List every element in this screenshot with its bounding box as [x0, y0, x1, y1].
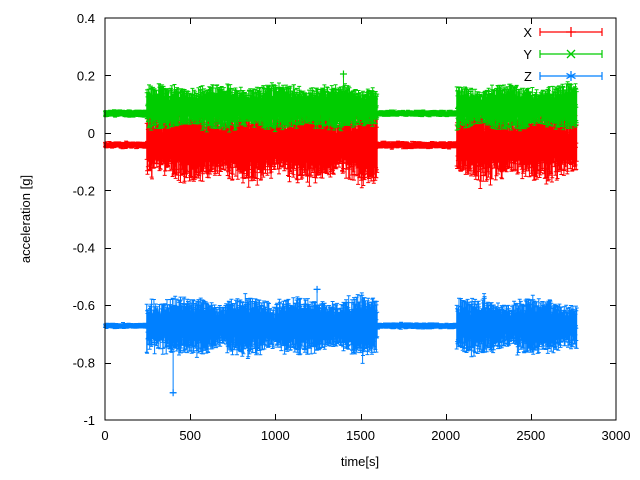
legend-entry-y[interactable]: Y — [523, 47, 603, 62]
y-tick-label: -0.8 — [73, 356, 95, 371]
y-tick-label: 0.2 — [77, 68, 95, 83]
y-axis-title: acceleration [g] — [18, 175, 33, 263]
chart-legend: XYZ — [523, 25, 603, 84]
axis-ticks — [105, 18, 616, 420]
legend-label-x: X — [523, 25, 532, 40]
legend-entry-z[interactable]: Z — [524, 69, 603, 84]
y-tick-label: 0.4 — [77, 11, 95, 26]
x-tick-label: 2500 — [516, 428, 545, 443]
plot-border — [104, 17, 617, 421]
x-tick-label: 0 — [101, 428, 108, 443]
axis-frame — [104, 17, 617, 421]
x-tick-label: 500 — [179, 428, 201, 443]
y-tick-label: -0.4 — [73, 241, 95, 256]
legend-marker — [566, 49, 576, 59]
x-tick-label: 2000 — [431, 428, 460, 443]
legend-label-y: Y — [523, 47, 532, 62]
y-tick-label: 0 — [88, 126, 95, 141]
x-tick-label: 1000 — [261, 428, 290, 443]
x-tick-label: 1500 — [346, 428, 375, 443]
legend-marker — [566, 27, 576, 37]
legend-label-z: Z — [524, 69, 532, 84]
x-axis-title: time[s] — [341, 454, 379, 469]
x-tick-label: 3000 — [602, 428, 631, 443]
legend-entry-x[interactable]: X — [523, 25, 603, 40]
y-tick-label: -0.6 — [73, 298, 95, 313]
legend-marker — [566, 71, 576, 81]
y-tick-label: -0.2 — [73, 183, 95, 198]
y-tick-label: -1 — [83, 413, 95, 428]
axis-tick-labels: 0 500 1000 1500 2000 2500 3000 -1 -0.8 -0.6 -0.4 -0… — [73, 11, 631, 443]
